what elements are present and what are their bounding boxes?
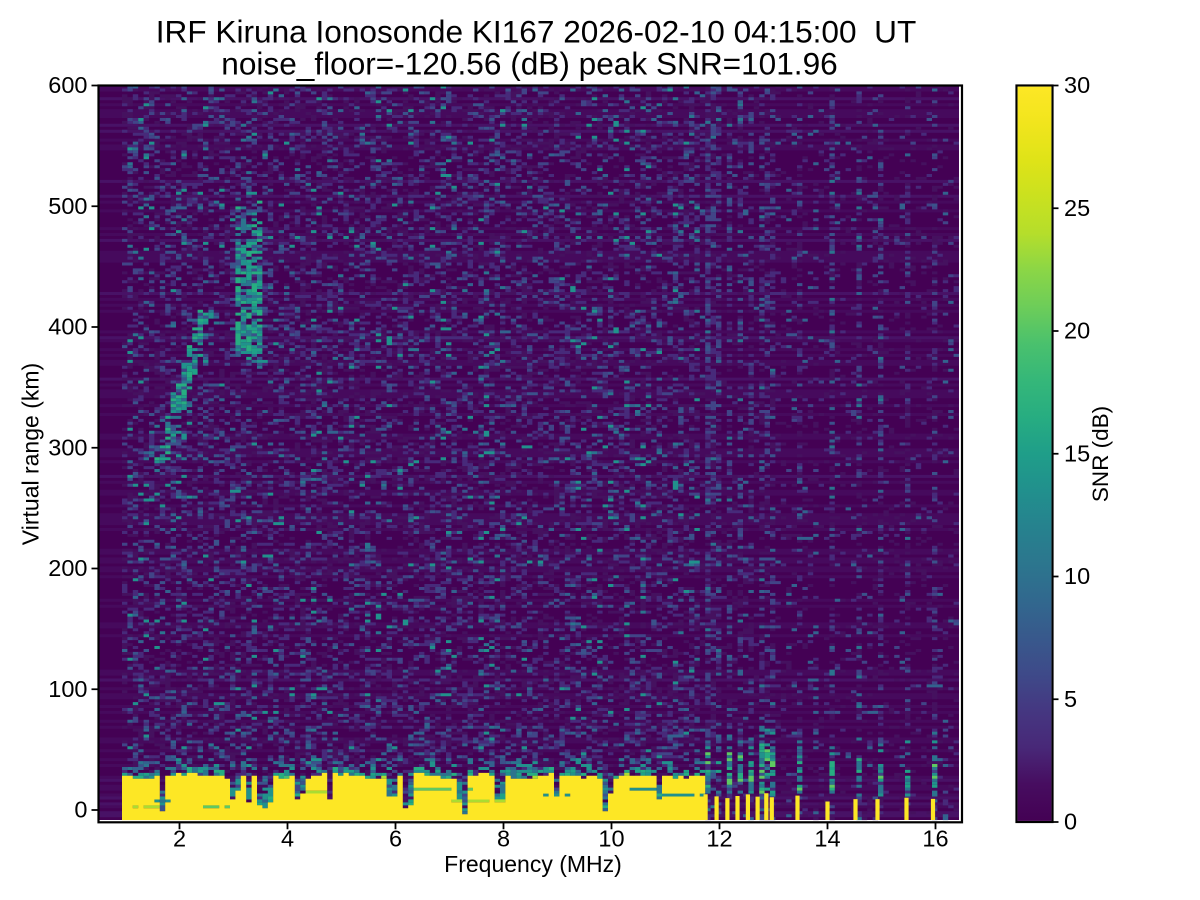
svg-text:12: 12 bbox=[706, 826, 732, 852]
svg-text:100: 100 bbox=[48, 676, 87, 702]
svg-text:6: 6 bbox=[389, 826, 402, 852]
svg-text:20: 20 bbox=[1064, 318, 1090, 344]
svg-text:2: 2 bbox=[173, 826, 186, 852]
svg-text:Frequency (MHz): Frequency (MHz) bbox=[444, 851, 622, 877]
svg-text:15: 15 bbox=[1064, 440, 1090, 466]
svg-text:noise_floor=-120.56 (dB) peak: noise_floor=-120.56 (dB) peak SNR=101.96 bbox=[221, 46, 837, 82]
svg-text:8: 8 bbox=[497, 826, 510, 852]
svg-text:16: 16 bbox=[922, 826, 948, 852]
svg-text:600: 600 bbox=[48, 72, 87, 98]
svg-text:4: 4 bbox=[281, 826, 294, 852]
svg-text:200: 200 bbox=[48, 555, 87, 581]
svg-text:Virtual range (km): Virtual range (km) bbox=[18, 363, 44, 545]
svg-text:IRF Kiruna Ionosonde KI167 202: IRF Kiruna Ionosonde KI167 2026-02-10 04… bbox=[156, 13, 917, 49]
svg-text:5: 5 bbox=[1064, 686, 1077, 712]
svg-text:10: 10 bbox=[1064, 563, 1090, 589]
svg-text:400: 400 bbox=[48, 314, 87, 340]
svg-text:25: 25 bbox=[1064, 195, 1090, 221]
svg-text:SNR (dB): SNR (dB) bbox=[1088, 406, 1113, 502]
svg-text:300: 300 bbox=[48, 434, 87, 460]
svg-text:0: 0 bbox=[74, 797, 87, 823]
svg-text:30: 30 bbox=[1064, 72, 1090, 98]
svg-text:500: 500 bbox=[48, 193, 87, 219]
svg-text:10: 10 bbox=[598, 826, 624, 852]
svg-text:14: 14 bbox=[814, 826, 840, 852]
svg-text:0: 0 bbox=[1064, 809, 1077, 835]
